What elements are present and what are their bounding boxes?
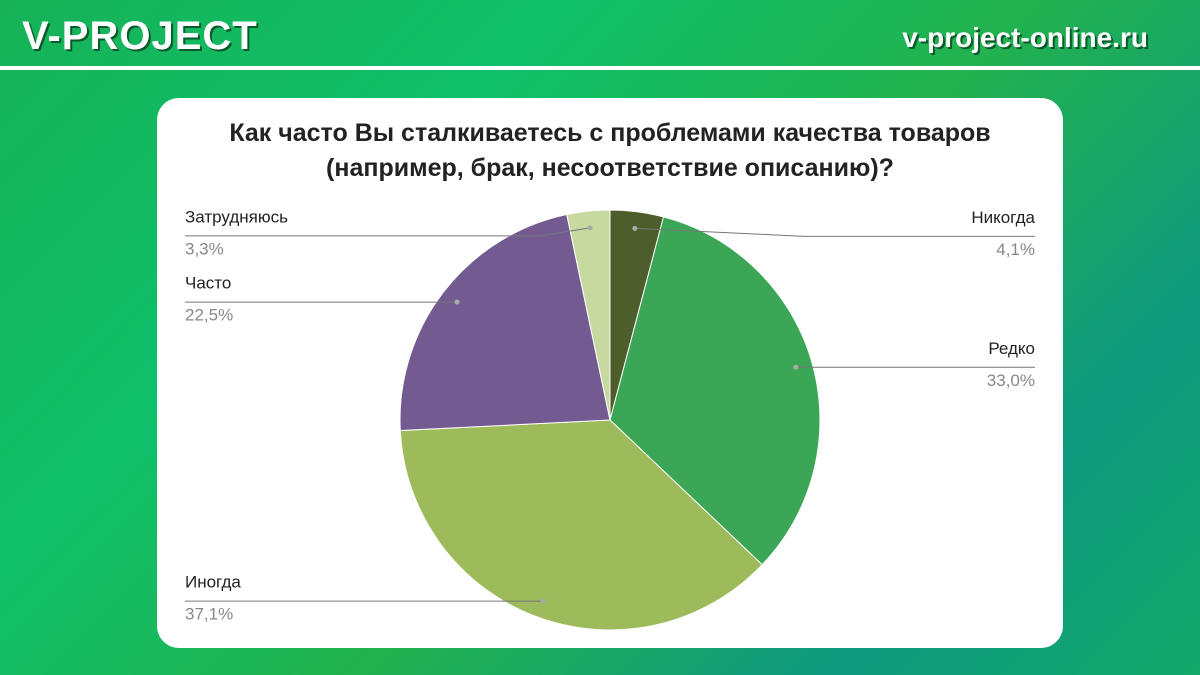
category-label: Часто [185, 274, 231, 293]
leader-dot [632, 225, 638, 231]
category-label: Никогда [971, 208, 1035, 227]
leader-dot [454, 299, 460, 305]
value-label: 22,5% [185, 306, 233, 325]
value-label: 37,1% [185, 605, 233, 624]
header-rule [0, 66, 1200, 70]
category-label: Редко [988, 339, 1035, 358]
category-label: Иногда [185, 573, 241, 592]
leader-dot [587, 225, 593, 231]
leader-dot [793, 364, 799, 370]
leader-line [634, 227, 1035, 237]
pie-slice [566, 209, 611, 421]
brand: V-PROJECT [22, 14, 258, 58]
pie-slice [609, 216, 821, 566]
pie-slice [399, 419, 763, 631]
site-url: v-project-online.ru [902, 22, 1148, 53]
category-label: Затрудняюсь [185, 207, 288, 226]
value-label: 4,1% [996, 240, 1035, 259]
chart-title: Как часто Вы сталкиваетесь с проблемами … [229, 119, 991, 182]
pie-slice [399, 213, 611, 432]
value-label: 3,3% [185, 239, 224, 258]
leader-dot [540, 598, 546, 604]
value-label: 33,0% [987, 371, 1035, 390]
leader-line [185, 227, 591, 237]
